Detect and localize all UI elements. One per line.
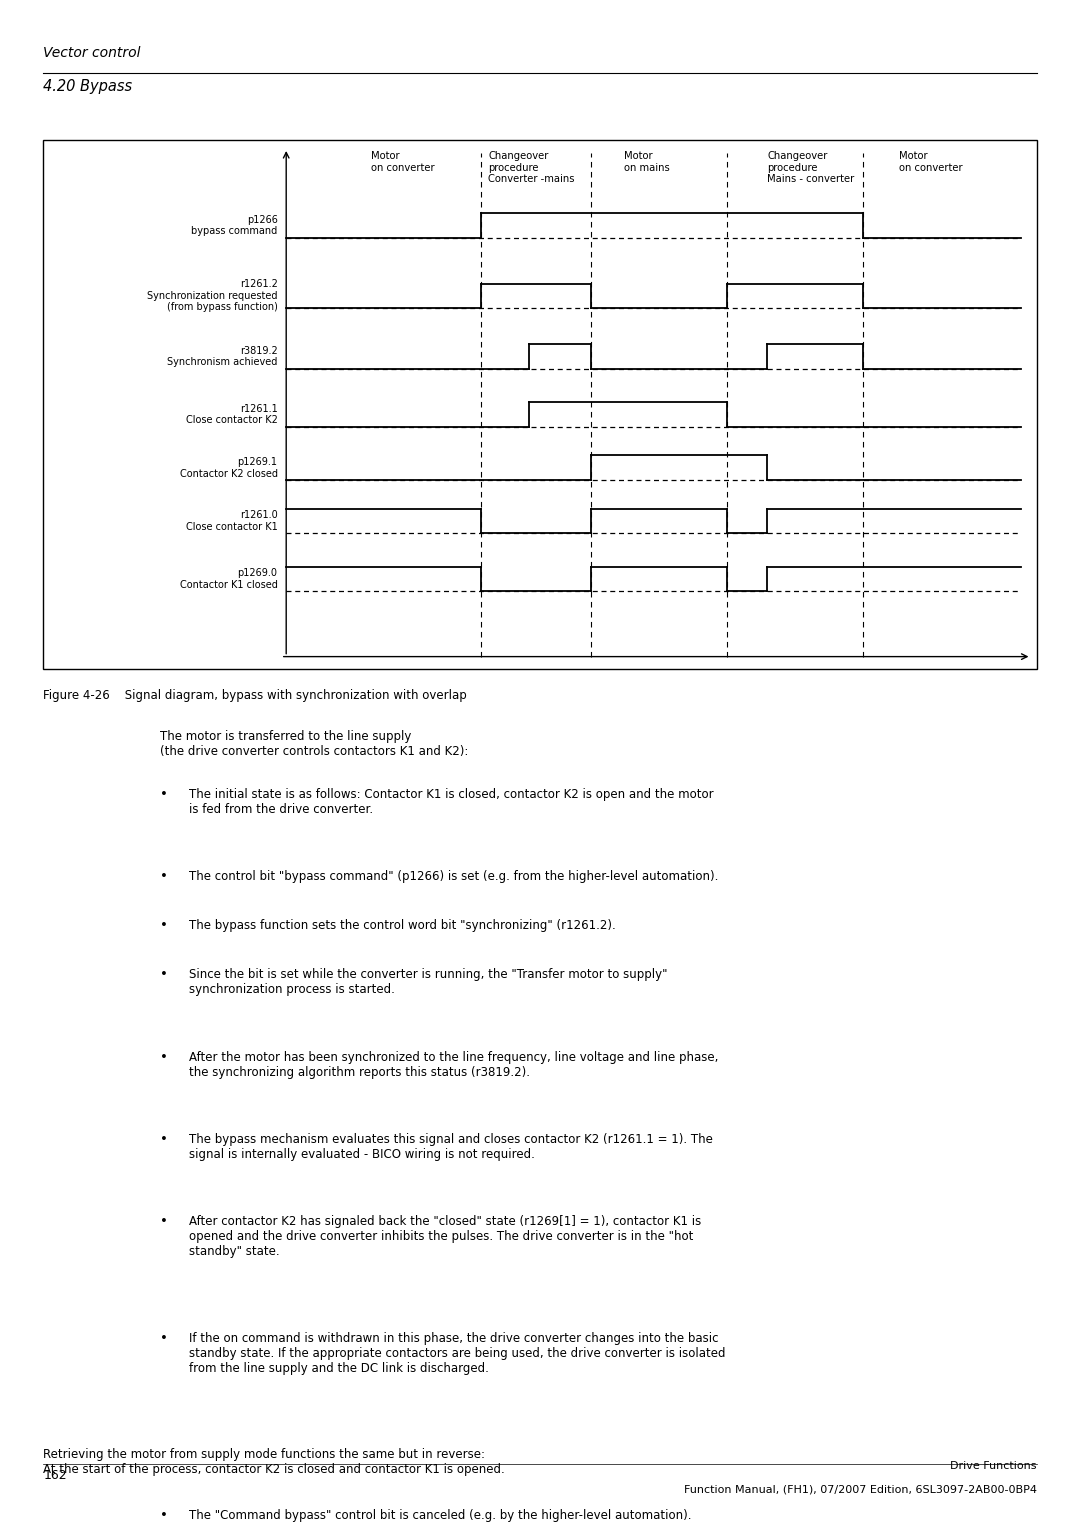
Text: Motor
on mains: Motor on mains bbox=[624, 151, 670, 173]
Text: Motor
on converter: Motor on converter bbox=[900, 151, 963, 173]
Text: Vector control: Vector control bbox=[43, 46, 140, 60]
Text: •: • bbox=[160, 1215, 167, 1229]
Text: If the on command is withdrawn in this phase, the drive converter changes into t: If the on command is withdrawn in this p… bbox=[189, 1332, 726, 1374]
Text: r3819.2
Synchronism achieved: r3819.2 Synchronism achieved bbox=[167, 345, 278, 366]
Text: Since the bit is set while the converter is running, the "Transfer motor to supp: Since the bit is set while the converter… bbox=[189, 968, 667, 996]
Text: Motor
on converter: Motor on converter bbox=[370, 151, 434, 173]
Text: The motor is transferred to the line supply
(the drive converter controls contac: The motor is transferred to the line sup… bbox=[160, 730, 469, 757]
Text: r1261.1
Close contactor K2: r1261.1 Close contactor K2 bbox=[186, 403, 278, 425]
Text: 4.20 Bypass: 4.20 Bypass bbox=[43, 79, 133, 95]
Text: •: • bbox=[160, 1051, 167, 1064]
Text: •: • bbox=[160, 1332, 167, 1345]
Text: Function Manual, (FH1), 07/2007 Edition, 6SL3097-2AB00-0BP4: Function Manual, (FH1), 07/2007 Edition,… bbox=[684, 1484, 1037, 1495]
Text: The "Command bypass" control bit is canceled (e.g. by the higher-level automatio: The "Command bypass" control bit is canc… bbox=[189, 1509, 691, 1522]
Text: p1266
bypass command: p1266 bypass command bbox=[191, 215, 278, 237]
Text: •: • bbox=[160, 1133, 167, 1147]
Text: p1269.1
Contactor K2 closed: p1269.1 Contactor K2 closed bbox=[179, 457, 278, 478]
Text: Drive Functions: Drive Functions bbox=[950, 1461, 1037, 1472]
Text: 162: 162 bbox=[43, 1469, 67, 1483]
Text: •: • bbox=[160, 1509, 167, 1522]
Text: p1269.0
Contactor K1 closed: p1269.0 Contactor K1 closed bbox=[179, 568, 278, 589]
Text: •: • bbox=[160, 919, 167, 933]
Text: Changeover
procedure
Mains - converter: Changeover procedure Mains - converter bbox=[767, 151, 854, 185]
Text: After contactor K2 has signaled back the "closed" state (r1269[1] = 1), contacto: After contactor K2 has signaled back the… bbox=[189, 1215, 701, 1258]
Bar bbox=[43, 140, 1037, 669]
Text: The control bit "bypass command" (p1266) is set (e.g. from the higher-level auto: The control bit "bypass command" (p1266)… bbox=[189, 870, 718, 884]
Text: r1261.0
Close contactor K1: r1261.0 Close contactor K1 bbox=[186, 510, 278, 531]
Text: •: • bbox=[160, 870, 167, 884]
Text: The initial state is as follows: Contactor K1 is closed, contactor K2 is open an: The initial state is as follows: Contact… bbox=[189, 788, 714, 815]
Text: Figure 4-26    Signal diagram, bypass with synchronization with overlap: Figure 4-26 Signal diagram, bypass with … bbox=[43, 689, 467, 702]
Text: Retrieving the motor from supply mode functions the same but in reverse:
At the : Retrieving the motor from supply mode fu… bbox=[43, 1448, 505, 1475]
Text: •: • bbox=[160, 788, 167, 802]
Text: After the motor has been synchronized to the line frequency, line voltage and li: After the motor has been synchronized to… bbox=[189, 1051, 718, 1078]
Text: The bypass mechanism evaluates this signal and closes contactor K2 (r1261.1 = 1): The bypass mechanism evaluates this sign… bbox=[189, 1133, 713, 1161]
Text: Changeover
procedure
Converter -mains: Changeover procedure Converter -mains bbox=[488, 151, 575, 185]
Text: •: • bbox=[160, 968, 167, 982]
Text: The bypass function sets the control word bit "synchronizing" (r1261.2).: The bypass function sets the control wor… bbox=[189, 919, 616, 933]
Text: r1261.2
Synchronization requested
(from bypass function): r1261.2 Synchronization requested (from … bbox=[147, 279, 278, 313]
